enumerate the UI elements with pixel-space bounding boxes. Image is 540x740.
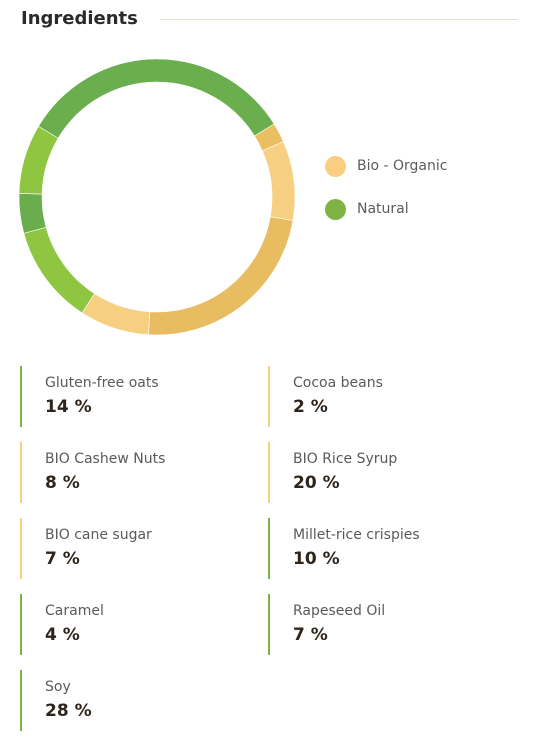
ingredient-item: BIO cane sugar 7 % <box>20 518 240 579</box>
ingredient-percentage: 7 % <box>293 625 328 645</box>
ingredient-name: Soy <box>45 679 71 695</box>
donut-slice-bio-cashew-nuts <box>261 141 296 221</box>
ingredient-item: Cocoa beans 2 % <box>268 366 488 427</box>
ingredient-name: BIO cane sugar <box>45 527 152 543</box>
ingredient-name: Cocoa beans <box>293 375 383 391</box>
ingredient-item: Gluten-free oats 14 % <box>20 366 240 427</box>
donut-slice-bio-cane-sugar <box>81 293 151 336</box>
ingredient-item: Millet-rice crispies 10 % <box>268 518 488 579</box>
donut-slice-millet-rice-crispies <box>23 226 95 314</box>
ingredient-percentage: 28 % <box>45 701 92 721</box>
ingredient-percentage: 14 % <box>45 397 92 417</box>
donut-svg <box>18 58 296 336</box>
ingredient-name: BIO Rice Syrup <box>293 451 398 467</box>
ingredient-percentage: 10 % <box>293 549 340 569</box>
ingredient-name: Rapeseed Oil <box>293 603 386 619</box>
ingredient-name: Caramel <box>45 603 104 619</box>
ingredient-item: Rapeseed Oil 7 % <box>268 594 488 655</box>
ingredient-item: BIO Cashew Nuts 8 % <box>20 442 240 503</box>
donut-slice-caramel <box>18 193 47 234</box>
ingredient-name: Gluten-free oats <box>45 375 159 391</box>
ingredient-percentage: 20 % <box>293 473 340 493</box>
ingredient-name: BIO Cashew Nuts <box>45 451 166 467</box>
donut-slice-rapeseed-oil <box>18 125 59 195</box>
ingredient-name: Millet-rice crispies <box>293 527 420 543</box>
ingredient-percentage: 4 % <box>45 625 80 645</box>
legend-label-natural: Natural <box>357 201 409 217</box>
ingredients-donut-chart <box>17 57 297 337</box>
donut-slice-bio-rice-syrup <box>148 216 294 336</box>
legend-dot-bio-organic <box>325 155 346 177</box>
ingredient-percentage: 8 % <box>45 473 80 493</box>
section-title: Ingredients <box>21 7 138 29</box>
legend-item-natural: Natural <box>325 197 447 221</box>
ingredient-item: Caramel 4 % <box>20 594 240 655</box>
legend-item-bio-organic: Bio - Organic <box>325 154 447 178</box>
donut-slice-soy <box>38 58 275 139</box>
legend-label-bio-organic: Bio - Organic <box>357 158 448 174</box>
ingredient-percentage: 7 % <box>45 549 80 569</box>
ingredient-item: Soy 28 % <box>20 670 240 731</box>
ingredient-percentage: 2 % <box>293 397 328 417</box>
legend-dot-natural <box>325 198 346 220</box>
ingredients-header: Ingredients <box>21 4 518 32</box>
header-divider <box>159 18 518 20</box>
ingredient-item: BIO Rice Syrup 20 % <box>268 442 488 503</box>
chart-legend: Bio - Organic Natural <box>325 154 447 240</box>
